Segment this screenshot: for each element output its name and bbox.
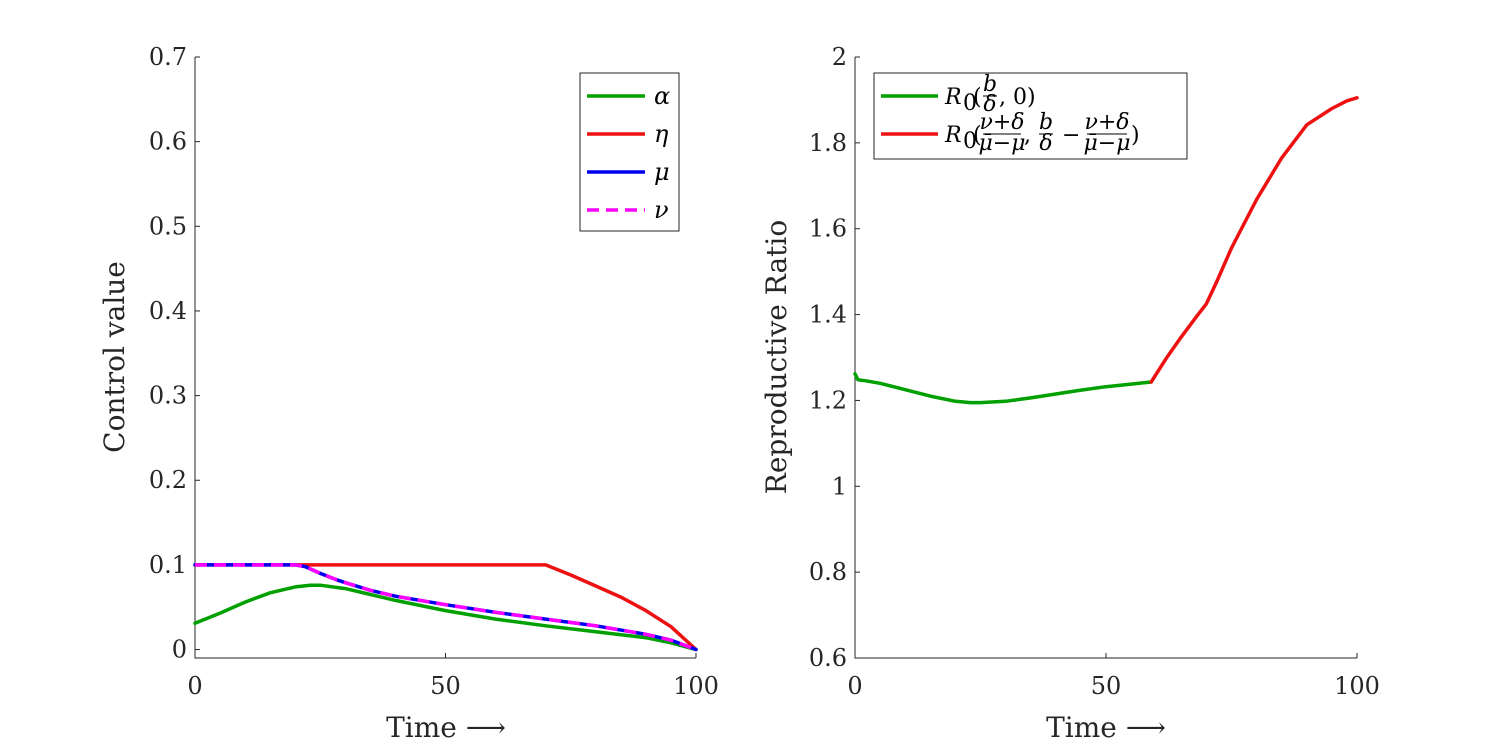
- series-line-r0-green: [853, 372, 1153, 405]
- left-x-axis-label: Time ⟶: [386, 711, 506, 744]
- series-line-alpha: [193, 583, 698, 652]
- legend-label-r0-green: R 0 ( b δ , 0): [944, 72, 1036, 117]
- legend-label-alpha: α: [654, 82, 670, 110]
- x-tick-label: 50: [1091, 672, 1122, 700]
- left-plot: 0 0.1 0.2 0.3 0.4 0.5 0.6 0.7 0 50 100 Time ⟶ Con…: [98, 43, 719, 744]
- left-y-axis-label: Control value: [98, 261, 131, 453]
- y-tick-label: 0.8: [809, 558, 847, 586]
- legend-label-mu: μ: [654, 158, 670, 186]
- svg-text:−: −: [1062, 123, 1080, 148]
- left-x-ticks: 0 50 100: [187, 653, 719, 700]
- y-tick-label: 0.2: [149, 466, 187, 494]
- right-legend: R 0 ( b δ , 0) R 0 ( ν+δ μ̄−μ , b δ −: [873, 72, 1188, 160]
- right-y-ticks: 0.6 0.8 1 1.2 1.4 1.6 1.8 2: [809, 43, 860, 672]
- series-line-r0-red: [1149, 96, 1359, 384]
- right-x-axis-label: Time ⟶: [1046, 711, 1166, 744]
- y-tick-label: 1.4: [809, 301, 847, 329]
- y-tick-label: 0.7: [149, 43, 187, 71]
- x-tick-label: 50: [430, 672, 461, 700]
- svg-text:μ̄−μ: μ̄−μ: [1083, 131, 1130, 156]
- right-plot: 0.6 0.8 1 1.2 1.4 1.6 1.8 2 0 50 100 Time ⟶ Repro…: [760, 43, 1380, 744]
- svg-text:b: b: [983, 72, 997, 97]
- y-tick-label: 2: [832, 43, 847, 71]
- right-series: [853, 96, 1359, 405]
- svg-text:R: R: [944, 123, 962, 148]
- y-tick-label: 0.3: [149, 382, 187, 410]
- y-tick-label: 0.1: [149, 551, 187, 579]
- right-legend-box: [873, 72, 1188, 160]
- svg-text:,: ,: [1024, 123, 1031, 148]
- x-tick-label: 0: [187, 672, 202, 700]
- svg-text:0: 0: [963, 129, 977, 154]
- svg-text:): ): [1131, 123, 1140, 148]
- svg-text:(: (: [973, 123, 982, 148]
- legend-label-eta: η: [654, 120, 669, 148]
- y-tick-label: 1: [832, 472, 847, 500]
- svg-text:δ: δ: [983, 92, 996, 117]
- y-tick-label: 0.5: [149, 212, 187, 240]
- x-tick-label: 100: [1334, 672, 1380, 700]
- legend-label-r0-red: R 0 ( ν+δ μ̄−μ , b δ − ν+δ μ̄−μ ): [944, 110, 1140, 156]
- y-tick-label: 1.2: [809, 386, 847, 414]
- legend-label-nu: ν: [654, 196, 669, 224]
- right-y-axis-label: Reproductive Ratio: [760, 220, 793, 494]
- svg-text:b: b: [1039, 110, 1053, 135]
- left-y-ticks: 0 0.1 0.2 0.3 0.4 0.5 0.6 0.7: [149, 43, 200, 664]
- y-tick-label: 0.6: [149, 128, 187, 156]
- svg-text:(: (: [973, 85, 982, 110]
- y-tick-label: 0.4: [149, 297, 187, 325]
- svg-text:μ̄−μ: μ̄−μ: [978, 131, 1025, 156]
- right-x-ticks: 0 50 100: [847, 653, 1380, 700]
- svg-text:ν+δ: ν+δ: [1084, 110, 1129, 135]
- svg-text:δ: δ: [1039, 131, 1052, 156]
- y-tick-label: 1.6: [809, 215, 847, 243]
- left-legend-box: [579, 72, 680, 232]
- series-line-eta: [193, 563, 698, 652]
- svg-text:, 0): , 0): [999, 85, 1036, 110]
- series-line-nu: [195, 563, 697, 652]
- svg-text:ν+δ: ν+δ: [979, 110, 1024, 135]
- x-tick-label: 100: [673, 672, 719, 700]
- svg-text:0: 0: [963, 91, 977, 116]
- y-tick-label: 0: [172, 636, 187, 664]
- y-tick-label: 1.8: [809, 129, 847, 157]
- svg-text:R: R: [944, 85, 962, 110]
- left-legend: α η μ ν: [579, 72, 680, 232]
- y-tick-label: 0.6: [809, 644, 847, 672]
- x-tick-label: 0: [847, 672, 862, 700]
- left-series: [193, 563, 698, 652]
